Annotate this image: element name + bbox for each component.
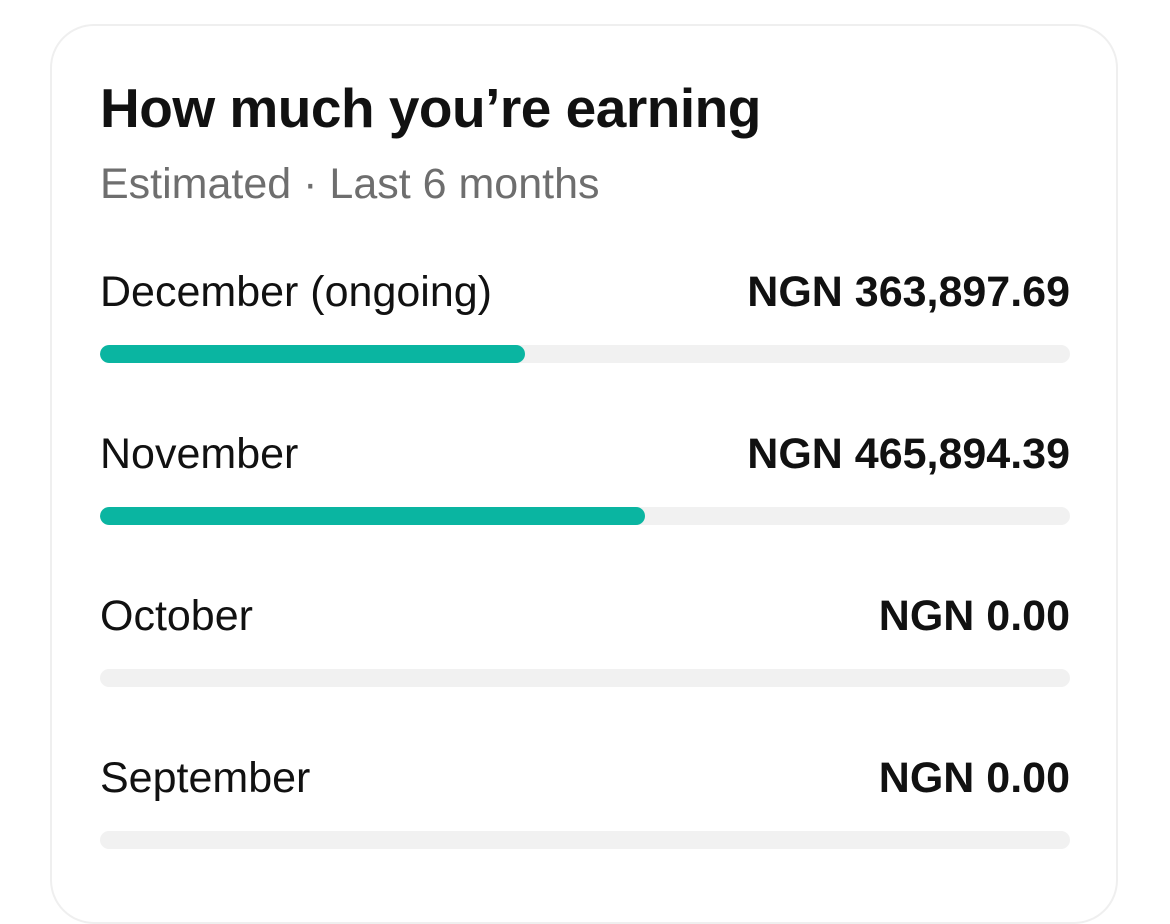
month-label: October xyxy=(100,592,253,640)
earnings-progress-bar xyxy=(100,507,1070,525)
month-amount: NGN 465,894.39 xyxy=(747,430,1070,478)
earnings-progress-fill xyxy=(100,345,525,363)
earnings-month-row: October NGN 0.00 xyxy=(100,592,1070,712)
month-amount: NGN 0.00 xyxy=(878,592,1070,640)
card-subtitle: Estimated · Last 6 months xyxy=(100,160,600,208)
month-label: November xyxy=(100,430,299,478)
earnings-progress-bar xyxy=(100,345,1070,363)
earnings-month-row: December (ongoing) NGN 363,897.69 xyxy=(100,268,1070,388)
earnings-progress-fill xyxy=(100,507,646,525)
earnings-month-row: November NGN 465,894.39 xyxy=(100,430,1070,550)
card-title: How much you’re earning xyxy=(100,77,761,139)
month-amount: NGN 363,897.69 xyxy=(747,268,1070,316)
earnings-progress-bar xyxy=(100,669,1070,687)
month-label: December (ongoing) xyxy=(100,268,492,316)
earnings-progress-bar xyxy=(100,831,1070,849)
month-label: September xyxy=(100,754,311,802)
earnings-month-row: September NGN 0.00 xyxy=(100,754,1070,874)
earnings-card xyxy=(50,24,1118,924)
month-amount: NGN 0.00 xyxy=(878,754,1070,802)
